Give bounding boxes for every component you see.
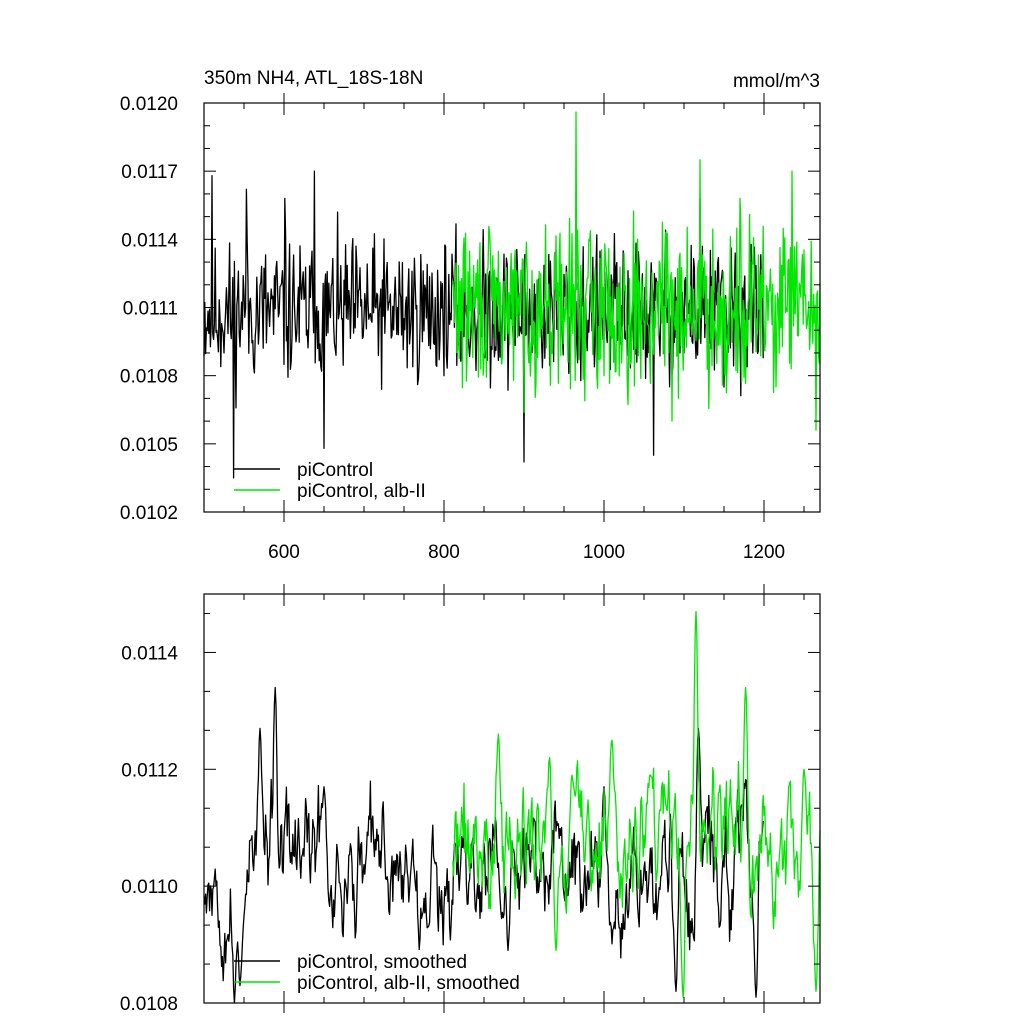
series-line-alb-II: [452, 610, 821, 998]
bottom-chart-panel: 0.0108 0.0110 0.0112 0.0114 piControl, smoo…: [120, 584, 821, 1015]
y-tick-label: 0.0111: [123, 299, 178, 320]
y-tick-label: 0.0110: [121, 877, 178, 898]
top-series-group: [203, 111, 821, 479]
legend-label-alb-II: piControl, alb-II: [297, 481, 426, 502]
x-tick-label: 800: [428, 542, 460, 563]
top-chart-panel: 350m NH4, ATL_18S-18N mmol/m^3 0.01020.0…: [120, 68, 821, 563]
y-tick-label: 0.0108: [120, 367, 178, 388]
y-tick-label: 0.0120: [120, 94, 178, 115]
series-line-piControl: [203, 170, 764, 479]
top-chart-units: mmol/m^3: [733, 71, 820, 92]
y-tick-label: 0.0102: [120, 503, 178, 524]
legend-label-alb-II-smoothed: piControl, alb-II, smoothed: [297, 973, 520, 994]
x-tick-label: 1000: [583, 542, 625, 563]
top-chart-title: 350m NH4, ATL_18S-18N: [204, 68, 423, 89]
y-tick-label: 0.0108: [120, 994, 178, 1015]
y-tick-label: 0.0112: [121, 760, 178, 781]
top-axis-ticks: 0.0102 0.0105 0.0108 0.0111 0.0114 0.0117 0.01…: [120, 93, 820, 563]
top-legend: piControl piControl, alb-II: [234, 460, 426, 502]
x-tick-label: 600: [268, 542, 300, 563]
x-tick-label: 1200: [743, 542, 785, 563]
y-tick-label: 0.0114: [121, 230, 178, 251]
bottom-plot-frame: [203, 593, 821, 1004]
series-line-alb-II: [452, 111, 821, 431]
y-tick-label: 0.0105: [120, 435, 178, 456]
legend-label-piControl: piControl: [297, 460, 373, 481]
bottom-legend: piControl, smoothed piControl, alb-II, s…: [234, 952, 520, 994]
bottom-series-group: [203, 610, 821, 1004]
y-tick-label: 0.0114: [121, 643, 178, 664]
bottom-axis-ticks: 0.0108 0.0110 0.0112 0.0114: [120, 584, 820, 1015]
legend-label-smoothed: piControl, smoothed: [297, 952, 467, 973]
y-tick-label: 0.0117: [121, 162, 178, 183]
